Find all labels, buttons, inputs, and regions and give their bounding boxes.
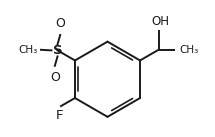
- Text: S: S: [53, 44, 62, 57]
- Text: F: F: [56, 109, 63, 122]
- Text: CH₃: CH₃: [180, 45, 199, 55]
- Text: O: O: [50, 71, 60, 84]
- Text: CH₃: CH₃: [18, 45, 37, 55]
- Text: O: O: [55, 17, 65, 30]
- Text: OH: OH: [151, 15, 169, 28]
